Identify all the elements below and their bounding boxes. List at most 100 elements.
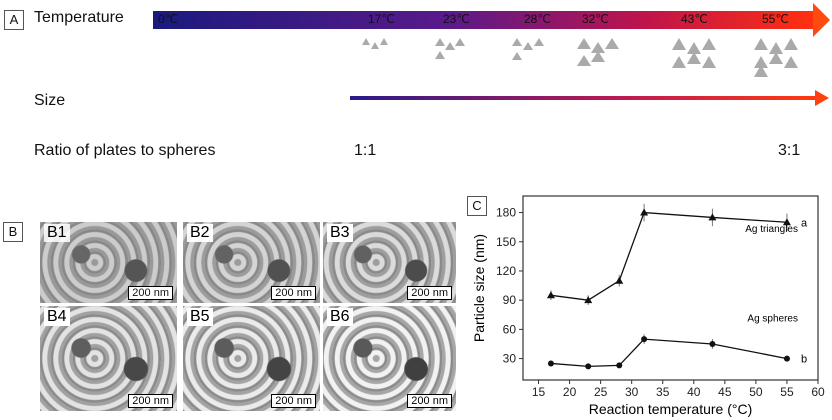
tem-image-3: B3 200 nm: [323, 222, 456, 303]
image-label: B4: [44, 308, 70, 326]
data-point: [616, 362, 623, 369]
scale-bar: 200 nm: [128, 394, 173, 408]
nanoparticle-icon: [445, 42, 455, 50]
series-tag: b: [801, 354, 807, 366]
size-arrow: [350, 96, 816, 100]
temperature-tick: 32℃: [582, 12, 609, 26]
data-point: [546, 291, 555, 299]
nanoparticle-icon: [754, 65, 768, 77]
nanoparticle-icon: [534, 38, 544, 46]
nanoparticle-icon: [784, 38, 798, 50]
size-arrow-head: [815, 90, 829, 106]
image-label: B6: [327, 308, 353, 326]
temperature-arrow: [153, 11, 813, 29]
data-point: [615, 276, 624, 284]
scale-bar: 200 nm: [128, 286, 173, 300]
nanoparticle-icon: [577, 54, 591, 66]
temperature-tick: 0℃: [158, 12, 179, 26]
temperature-tick: 55℃: [762, 12, 789, 26]
series-label: Ag spheres: [747, 314, 798, 325]
nanoparticle-icon: [754, 55, 768, 68]
image-label: B2: [187, 224, 213, 242]
data-point: [585, 363, 592, 370]
temperature-tick: 43℃: [681, 12, 708, 26]
tem-image-6: B6 200 nm: [323, 306, 456, 411]
ratio-label: Ratio of plates to spheres: [34, 142, 216, 159]
data-point: [708, 213, 717, 221]
temperature-tick: 23℃: [443, 12, 470, 26]
ratio-end: 3:1: [778, 142, 801, 159]
scale-bar: 200 nm: [407, 394, 452, 408]
plot-frame: [522, 195, 819, 381]
y-tick-label: 120: [496, 264, 516, 278]
x-tick-label: 50: [749, 385, 763, 399]
nanoparticle-icon: [455, 38, 465, 46]
nanoparticle-icon: [687, 42, 701, 54]
panel-c-label: C: [467, 196, 487, 216]
nanoparticle-icon: [702, 38, 716, 50]
x-tick-label: 35: [656, 385, 670, 399]
temperature-tick: 17℃: [368, 12, 395, 26]
x-tick-label: 55: [780, 385, 794, 399]
tem-image-2: B2 200 nm: [183, 222, 320, 303]
ratio-start: 1:1: [354, 142, 377, 159]
x-axis-label: Reaction temperature (°C): [589, 401, 753, 417]
data-point: [783, 355, 790, 362]
y-axis-label: Particle size (nm): [471, 234, 487, 342]
nanoparticle-icon: [362, 38, 370, 45]
nanoparticle-icon: [512, 38, 522, 46]
x-tick-label: 15: [532, 385, 546, 399]
series-tag: a: [801, 217, 808, 229]
image-label: B5: [187, 308, 213, 326]
nanoparticle-icon: [591, 42, 605, 53]
tem-image-1: B1 200 nm: [40, 222, 177, 303]
y-tick-label: 90: [503, 293, 517, 307]
nanoparticle-icon: [605, 38, 619, 49]
scale-bar: 200 nm: [407, 286, 452, 300]
particle-size-chart: 15 20 25 30 35 40 45 50 55 60 30 60 90 120 150 180 React…: [471, 195, 825, 417]
x-tick-label: 45: [718, 385, 732, 399]
y-tick-label: 30: [503, 352, 517, 366]
y-tick-label: 150: [496, 235, 516, 249]
scale-bar: 200 nm: [271, 286, 316, 300]
data-point: [584, 296, 593, 304]
panel-b-label: B: [3, 222, 23, 242]
y-tick-label: 180: [496, 206, 516, 220]
series-line: [550, 211, 787, 301]
series-label: Ag triangles: [745, 224, 798, 235]
nanoparticle-icon: [769, 51, 783, 64]
panel-a-label: A: [4, 10, 24, 30]
nanoparticle-icon: [769, 42, 783, 54]
x-tick-label: 25: [594, 385, 608, 399]
nanoparticle-icon: [672, 38, 686, 50]
nanoparticle-icon: [577, 38, 591, 49]
nanoparticle-icon: [512, 51, 522, 60]
scale-bar: 200 nm: [271, 394, 316, 408]
x-tick-label: 30: [625, 385, 639, 399]
nanoparticle-icon: [591, 50, 605, 62]
temperature-label: Temperature: [34, 9, 124, 26]
x-tick-label: 40: [687, 385, 701, 399]
nanoparticle-icon: [435, 38, 445, 46]
nanoparticle-icon: [687, 51, 701, 64]
x-tick-label: 60: [811, 385, 825, 399]
nanoparticle-icon: [380, 38, 388, 45]
data-point: [782, 218, 791, 226]
size-label: Size: [34, 92, 66, 109]
nanoparticle-icon: [435, 51, 445, 59]
data-point: [641, 336, 648, 343]
data-point: [547, 360, 554, 367]
data-point: [640, 208, 649, 216]
nanoparticle-icon: [672, 55, 686, 68]
x-tick-label: 20: [563, 385, 577, 399]
nanoparticle-icon: [702, 55, 716, 68]
temperature-arrow-head: [813, 3, 830, 37]
image-label: B1: [44, 224, 70, 242]
nanoparticle-icon: [371, 42, 379, 49]
tem-image-5: B5 200 nm: [183, 306, 320, 411]
temperature-tick: 28℃: [524, 12, 551, 26]
nanoparticle-icon: [523, 42, 533, 50]
data-point: [709, 340, 716, 347]
image-label: B3: [327, 224, 353, 242]
nanoparticle-icon: [784, 55, 798, 68]
